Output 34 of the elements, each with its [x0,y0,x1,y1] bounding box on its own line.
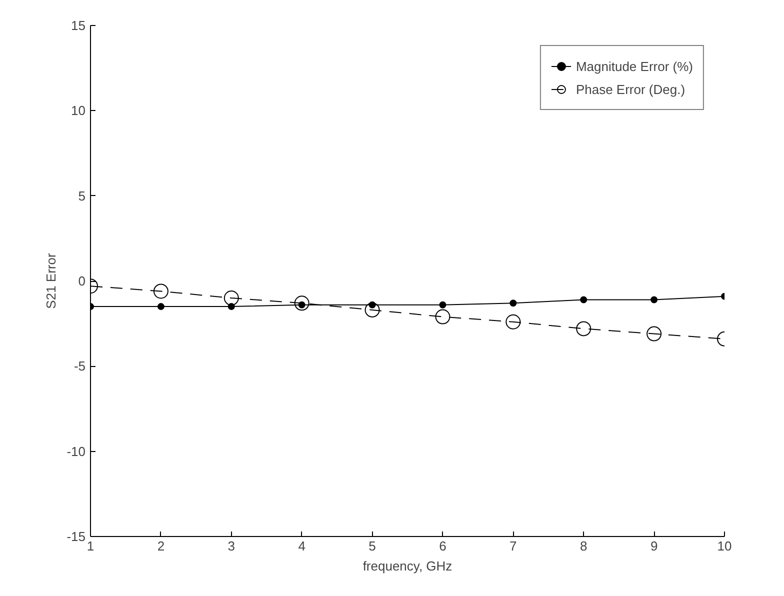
y-axis-title: S21 Error [44,252,59,309]
point [157,303,164,310]
x-tick-label: 7 [510,538,517,554]
point [650,296,658,304]
legend-label: Magnitude Error (%) [576,58,693,74]
x-tick-label: 5 [368,538,376,554]
x-tick-label: 9 [650,538,658,554]
x-axis-title: frequency, GHz [362,558,452,574]
point [364,302,380,318]
point [510,300,517,307]
x-tick-label: 4 [298,538,306,554]
y-tick-label: 10 [71,103,86,118]
y-tick-label: 5 [78,188,86,204]
point [153,284,168,299]
point [224,290,239,306]
legend-label: Phase Error (Deg.) [576,82,686,96]
y-tick-label: 0 [78,274,86,288]
point [646,326,662,342]
y-tick-label: -15 [66,529,86,544]
y-tick-label: -10 [66,444,86,459]
y-tick-label: 15 [71,18,86,33]
x-tick-label: 3 [228,538,236,554]
point [294,296,310,311]
x-tick-label: 1 [86,538,94,554]
x-tick-label: 8 [580,538,588,554]
point [439,301,446,308]
x-tick-label: 10 [717,538,732,554]
y-tick-label: -5 [74,358,86,374]
x-tick-label: 6 [439,538,446,554]
point [506,314,521,330]
point [435,309,450,324]
point [580,296,588,304]
x-tick-label: 2 [157,538,165,554]
point [576,321,592,336]
